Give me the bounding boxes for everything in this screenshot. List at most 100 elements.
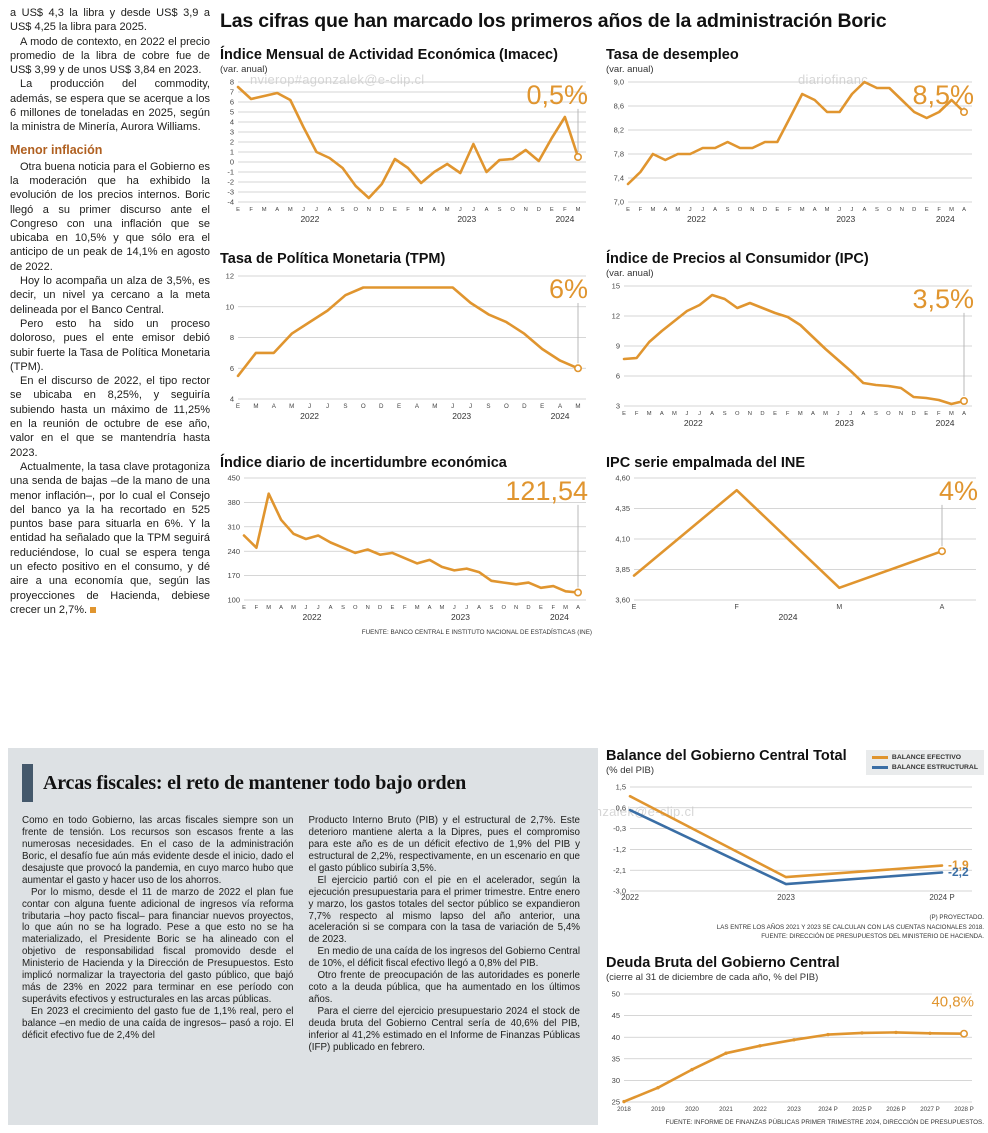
svg-text:M: M <box>575 403 580 410</box>
svg-text:J: J <box>472 207 475 213</box>
svg-text:2023: 2023 <box>836 214 855 224</box>
svg-text:A: A <box>862 207 866 213</box>
svg-text:M: M <box>253 403 258 410</box>
svg-text:3,60: 3,60 <box>615 596 630 605</box>
chart-subtitle: (% del PIB) <box>606 765 655 776</box>
svg-text:25: 25 <box>612 1097 620 1106</box>
svg-text:2023: 2023 <box>457 214 476 224</box>
svg-text:6: 6 <box>230 364 234 373</box>
chart-block-balance: Balance del Gobierno Central Total (% de… <box>606 748 984 942</box>
svg-text:A: A <box>428 605 432 611</box>
svg-text:S: S <box>726 207 730 213</box>
svg-text:E: E <box>540 403 544 410</box>
svg-text:2025 P: 2025 P <box>852 1106 872 1113</box>
svg-text:30: 30 <box>612 1076 620 1085</box>
svg-text:M: M <box>445 207 450 213</box>
headline-accent-bar <box>22 764 33 802</box>
svg-text:D: D <box>763 207 767 213</box>
paragraph: LAS ENTRE LOS AÑOS 2021 Y 2023 SE CALCUL… <box>716 923 984 931</box>
paragraph: Pero esto ha sido un proceso doloroso, p… <box>10 317 210 373</box>
paragraph: Producto Interno Bruto (PIB) y el estruc… <box>308 815 581 874</box>
svg-text:4,35: 4,35 <box>615 504 630 513</box>
svg-text:E: E <box>632 604 637 611</box>
paragraph: FUENTE: DIRECCIÓN DE PRESUPUESTOS DEL MI… <box>761 933 984 941</box>
svg-text:J: J <box>302 207 305 213</box>
balance-legend: BALANCE EFECTIVO BALANCE ESTRUCTURAL <box>865 750 984 775</box>
svg-text:E: E <box>242 605 246 611</box>
svg-text:D: D <box>537 207 541 213</box>
chart-title: Deuda Bruta del Gobierno Central <box>606 954 840 971</box>
svg-text:S: S <box>498 207 502 213</box>
svg-text:A: A <box>329 605 333 611</box>
chart-block-imacec: Índice Mensual de Actividad Económica (I… <box>220 47 592 233</box>
svg-text:-1: -1 <box>227 168 234 177</box>
svg-text:8: 8 <box>230 333 234 342</box>
svg-text:N: N <box>750 207 754 213</box>
svg-text:4: 4 <box>230 395 234 404</box>
svg-text:2018: 2018 <box>617 1106 631 1113</box>
svg-text:240: 240 <box>227 547 240 556</box>
svg-text:O: O <box>353 605 358 611</box>
svg-text:0,6: 0,6 <box>616 803 626 812</box>
svg-text:M: M <box>288 207 293 213</box>
charts-grid: Índice Mensual de Actividad Económica (I… <box>220 47 984 636</box>
svg-text:-2: -2 <box>227 178 234 187</box>
svg-text:N: N <box>524 207 528 213</box>
svg-text:35: 35 <box>612 1054 620 1063</box>
svg-text:F: F <box>788 207 792 213</box>
svg-text:-4: -4 <box>227 198 234 207</box>
svg-text:A: A <box>660 411 664 417</box>
svg-text:N: N <box>748 411 752 417</box>
chart-source-note: FUENTE: BANCO CENTRAL E INSTITUTO NACION… <box>361 629 592 636</box>
svg-text:S: S <box>343 403 347 410</box>
svg-text:J: J <box>315 207 318 213</box>
fiscal-column-2: Producto Interno Bruto (PIB) y el estruc… <box>309 815 581 1054</box>
svg-text:O: O <box>886 411 891 417</box>
svg-text:0: 0 <box>230 158 234 167</box>
svg-text:2023: 2023 <box>787 1106 801 1113</box>
svg-text:M: M <box>289 403 294 410</box>
svg-text:D: D <box>378 605 382 611</box>
svg-text:F: F <box>639 207 643 213</box>
svg-text:F: F <box>786 411 790 417</box>
svg-text:12: 12 <box>612 312 620 321</box>
svg-text:2: 2 <box>230 138 234 147</box>
svg-text:3: 3 <box>616 402 620 411</box>
svg-text:A: A <box>713 207 717 213</box>
fiscal-article-box: Arcas fiscales: el reto de mantener todo… <box>8 748 598 1125</box>
svg-text:121,54: 121,54 <box>505 476 588 506</box>
svg-text:J: J <box>317 605 320 611</box>
paragraph: Hoy lo acompaña un alza de 3,5%, es deci… <box>10 275 210 316</box>
paragraph: (P) PROYECTADO. <box>929 914 984 921</box>
paragraph: En medio de una caída de los ingresos de… <box>308 946 581 970</box>
svg-text:4%: 4% <box>939 476 978 506</box>
paragraph: Actualmente, la tasa clave protagoniza u… <box>10 460 210 616</box>
ipc-ine-line-chart: 4,60 4,35 4,10 3,85 3,60 E F M A 2024 4% <box>606 474 982 631</box>
svg-text:8: 8 <box>230 78 234 87</box>
svg-text:E: E <box>622 411 626 417</box>
svg-text:2023: 2023 <box>777 893 795 902</box>
svg-text:7,0: 7,0 <box>614 198 624 207</box>
svg-text:A: A <box>813 207 817 213</box>
chart-block-tpm: Tasa de Política Monetaria (TPM) 12 10 8 6 4… <box>220 251 592 437</box>
svg-text:9,0: 9,0 <box>614 78 624 87</box>
svg-text:4: 4 <box>230 118 234 127</box>
svg-text:9: 9 <box>616 342 620 351</box>
svg-text:6%: 6% <box>549 274 588 304</box>
svg-text:F: F <box>403 605 407 611</box>
svg-text:15: 15 <box>612 282 620 291</box>
fiscal-article-columns: Como en todo Gobierno, las arcas fiscale… <box>22 815 580 1054</box>
svg-text:1: 1 <box>230 148 234 157</box>
svg-text:2023: 2023 <box>452 411 471 421</box>
svg-text:E: E <box>775 207 779 213</box>
svg-text:A: A <box>710 411 714 417</box>
svg-text:S: S <box>875 207 879 213</box>
legend-label: BALANCE EFECTIVO <box>891 754 962 761</box>
chart-subtitle: (var. anual) <box>220 64 268 75</box>
svg-text:N: N <box>900 207 904 213</box>
paragraph: Por lo mismo, desde el 11 de marzo de 20… <box>22 886 294 1006</box>
svg-text:E: E <box>626 207 630 213</box>
svg-text:2023: 2023 <box>835 418 854 428</box>
paragraph: Para el cierre del ejercicio presupuesta… <box>308 1006 581 1053</box>
watermark-text: diariofinanc <box>798 72 869 87</box>
